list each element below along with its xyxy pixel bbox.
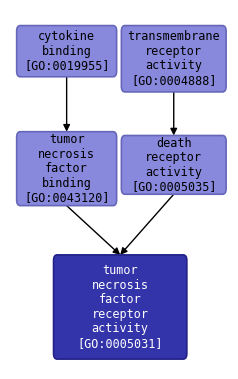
FancyBboxPatch shape: [121, 136, 226, 194]
FancyBboxPatch shape: [121, 26, 226, 92]
FancyBboxPatch shape: [17, 132, 117, 205]
Text: cytokine
binding
[GO:0019955]: cytokine binding [GO:0019955]: [24, 30, 109, 72]
Text: tumor
necrosis
factor
receptor
activity
[GO:0005031]: tumor necrosis factor receptor activity …: [77, 264, 163, 350]
FancyBboxPatch shape: [54, 255, 187, 359]
FancyBboxPatch shape: [17, 26, 117, 77]
Text: tumor
necrosis
factor
binding
[GO:0043120]: tumor necrosis factor binding [GO:004312…: [24, 133, 109, 204]
Text: death
receptor
activity
[GO:0005035]: death receptor activity [GO:0005035]: [131, 136, 217, 193]
Text: transmembrane
receptor
activity
[GO:0004888]: transmembrane receptor activity [GO:0004…: [127, 30, 220, 87]
